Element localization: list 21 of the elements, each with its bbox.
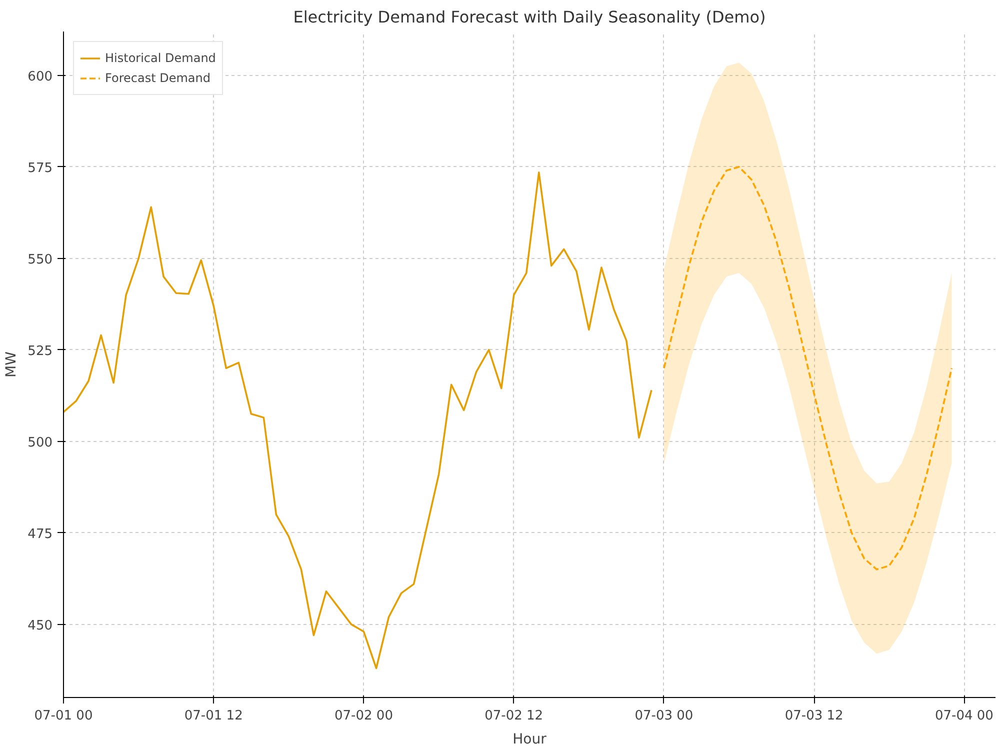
y-tick-label: 550 bbox=[28, 252, 53, 268]
x-tick-label: 07-04 00 bbox=[935, 708, 994, 724]
x-tick-label: 07-01 00 bbox=[34, 708, 93, 724]
chart-title: Electricity Demand Forecast with Daily Seasonality (Demo) bbox=[293, 8, 766, 26]
line-series bbox=[663, 166, 953, 570]
line-series bbox=[64, 171, 652, 670]
y-tick-label: 450 bbox=[28, 618, 53, 634]
y-tick-label: 575 bbox=[28, 160, 53, 176]
y-tick-label: 600 bbox=[28, 69, 53, 84]
x-tick-label: 07-02 00 bbox=[334, 708, 393, 724]
y-tick-label: 500 bbox=[28, 435, 53, 450]
x-axis-title: Hour bbox=[512, 732, 547, 748]
x-tick-label: 07-03 00 bbox=[634, 708, 694, 724]
x-tick-label: 07-02 12 bbox=[484, 708, 544, 724]
x-tick-label: 07-01 12 bbox=[184, 708, 243, 724]
x-tick-label: 07-03 12 bbox=[784, 708, 844, 724]
y-axis-title: MW bbox=[4, 351, 20, 378]
legend-label: Historical Demand bbox=[105, 51, 216, 65]
legend-label: Forecast Demand bbox=[105, 71, 210, 85]
y-tick-label: 525 bbox=[28, 344, 53, 359]
y-tick-label: 475 bbox=[28, 526, 53, 542]
